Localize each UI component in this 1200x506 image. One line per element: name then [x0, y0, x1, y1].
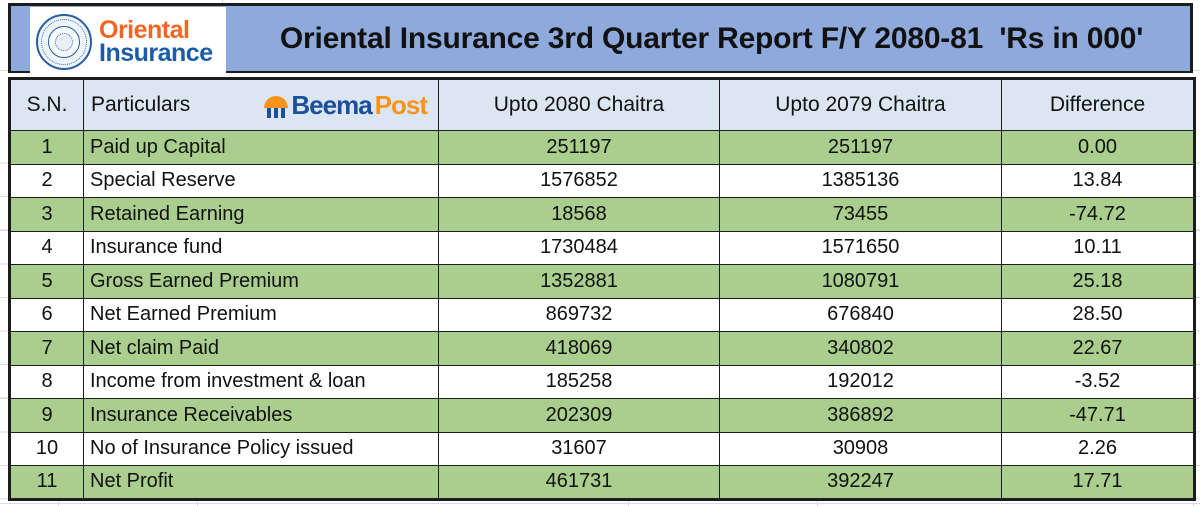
cell-upto-2080: 202309	[438, 398, 720, 433]
report-title: Oriental Insurance 3rd Quarter Report F/…	[279, 21, 1144, 55]
cell-sn: 9	[9, 398, 84, 433]
cell-sn: 3	[9, 197, 84, 232]
cell-particulars: Net Earned Premium	[83, 297, 439, 332]
header-upto-2080: Upto 2080 Chaitra	[438, 78, 720, 131]
gridline	[0, 70, 8, 71]
cell-upto-2080: 418069	[438, 331, 720, 366]
cell-particulars: Insurance fund	[83, 230, 439, 265]
table-row: 11 Net Profit 461731 392247 17.71	[9, 465, 1195, 500]
oriental-insurance-seal-icon	[36, 13, 92, 70]
cell-particulars: Income from investment & loan	[83, 364, 439, 399]
cell-sn: 7	[9, 331, 84, 366]
table-row: 6 Net Earned Premium 869732 676840 28.50	[9, 297, 1195, 332]
oriental-insurance-logo: Oriental Insurance	[30, 7, 226, 76]
table-row: 5 Gross Earned Premium 1352881 1080791 2…	[9, 264, 1195, 299]
cell-sn: 6	[9, 297, 84, 332]
gridline	[1193, 70, 1200, 71]
logo-word-insurance: Insurance	[99, 38, 213, 67]
gridline	[58, 498, 59, 506]
table-row: 3 Retained Earning 18568 73455 -74.72	[9, 197, 1195, 232]
cell-particulars: Paid up Capital	[83, 130, 439, 165]
table-row: 10 No of Insurance Policy issued 31607 3…	[9, 431, 1195, 466]
table-row: 8 Income from investment & loan 185258 1…	[9, 364, 1195, 399]
cell-upto-2079: 676840	[719, 297, 1002, 332]
cell-upto-2079: 1385136	[719, 163, 1002, 198]
cell-difference: 28.50	[1001, 297, 1195, 332]
cell-particulars: Net Profit	[83, 465, 439, 500]
cell-upto-2080: 1730484	[438, 230, 720, 265]
cell-upto-2079: 386892	[719, 398, 1002, 433]
gridline	[628, 498, 629, 506]
table-row: 7 Net claim Paid 418069 340802 22.67	[9, 331, 1195, 366]
cell-difference: 17.71	[1001, 465, 1195, 500]
table-row: 1 Paid up Capital 251197 251197 0.00	[9, 130, 1195, 165]
beemapost-word-post: Post	[374, 90, 428, 120]
cell-particulars: Retained Earning	[83, 197, 439, 232]
gridlines-left-margin	[0, 130, 8, 500]
cell-upto-2079: 1571650	[719, 230, 1002, 265]
gridline	[222, 0, 223, 3]
cell-upto-2080: 869732	[438, 297, 720, 332]
cell-difference: -3.52	[1001, 364, 1195, 399]
cell-sn: 1	[9, 130, 84, 165]
gridline	[197, 498, 198, 506]
cell-upto-2079: 192012	[719, 364, 1002, 399]
beemapost-word-beema: Beema	[291, 90, 372, 120]
header-difference: Difference	[1001, 78, 1195, 131]
cell-upto-2079: 30908	[719, 431, 1002, 466]
cell-sn: 10	[9, 431, 84, 466]
table-header-row: S.N. Particulars Beema Post Upto 2080 Ch…	[9, 78, 1195, 131]
cell-upto-2080: 1352881	[438, 264, 720, 299]
gridline	[0, 503, 1200, 504]
beemapost-logo: Beema Post	[264, 90, 428, 120]
report-table: S.N. Particulars Beema Post Upto 2080 Ch…	[8, 77, 1196, 501]
cell-difference: 2.26	[1001, 431, 1195, 466]
cell-upto-2080: 18568	[438, 197, 720, 232]
header-upto-2079: Upto 2079 Chaitra	[719, 78, 1002, 131]
cell-upto-2079: 251197	[719, 130, 1002, 165]
cell-upto-2080: 185258	[438, 364, 720, 399]
header-particulars-label: Particulars	[91, 93, 191, 116]
cell-particulars: No of Insurance Policy issued	[83, 431, 439, 466]
table-row: 2 Special Reserve 1576852 1385136 13.84	[9, 163, 1195, 198]
cell-difference: -47.71	[1001, 398, 1195, 433]
cell-upto-2079: 340802	[719, 331, 1002, 366]
header-particulars: Particulars Beema Post	[83, 78, 439, 131]
cell-upto-2080: 251197	[438, 130, 720, 165]
gridline	[817, 498, 818, 506]
cell-difference: 22.67	[1001, 331, 1195, 366]
cell-difference: 25.18	[1001, 264, 1195, 299]
cell-particulars: Insurance Receivables	[83, 398, 439, 433]
oriental-insurance-wordmark: Oriental Insurance	[99, 15, 213, 67]
table-row: 4 Insurance fund 1730484 1571650 10.11	[9, 230, 1195, 265]
cell-sn: 8	[9, 364, 84, 399]
cell-difference: 0.00	[1001, 130, 1195, 165]
cell-difference: -74.72	[1001, 197, 1195, 232]
cell-particulars: Gross Earned Premium	[83, 264, 439, 299]
umbrella-icon	[264, 94, 289, 118]
cell-upto-2079: 1080791	[719, 264, 1002, 299]
gridlines-right-margin	[1193, 130, 1200, 500]
cell-difference: 13.84	[1001, 163, 1195, 198]
cell-upto-2080: 31607	[438, 431, 720, 466]
header-sn: S.N.	[9, 78, 84, 131]
cell-particulars: Special Reserve	[83, 163, 439, 198]
cell-upto-2080: 461731	[438, 465, 720, 500]
gridline	[1193, 498, 1194, 506]
cell-upto-2079: 392247	[719, 465, 1002, 500]
cell-upto-2079: 73455	[719, 197, 1002, 232]
logo-word-oriental: Oriental	[99, 15, 190, 44]
cell-upto-2080: 1576852	[438, 163, 720, 198]
cell-particulars: Net claim Paid	[83, 331, 439, 366]
cell-sn: 11	[9, 465, 84, 500]
cell-sn: 5	[9, 264, 84, 299]
cell-sn: 2	[9, 163, 84, 198]
cell-sn: 4	[9, 230, 84, 265]
cell-difference: 10.11	[1001, 230, 1195, 265]
table-row: 9 Insurance Receivables 202309 386892 -4…	[9, 398, 1195, 433]
